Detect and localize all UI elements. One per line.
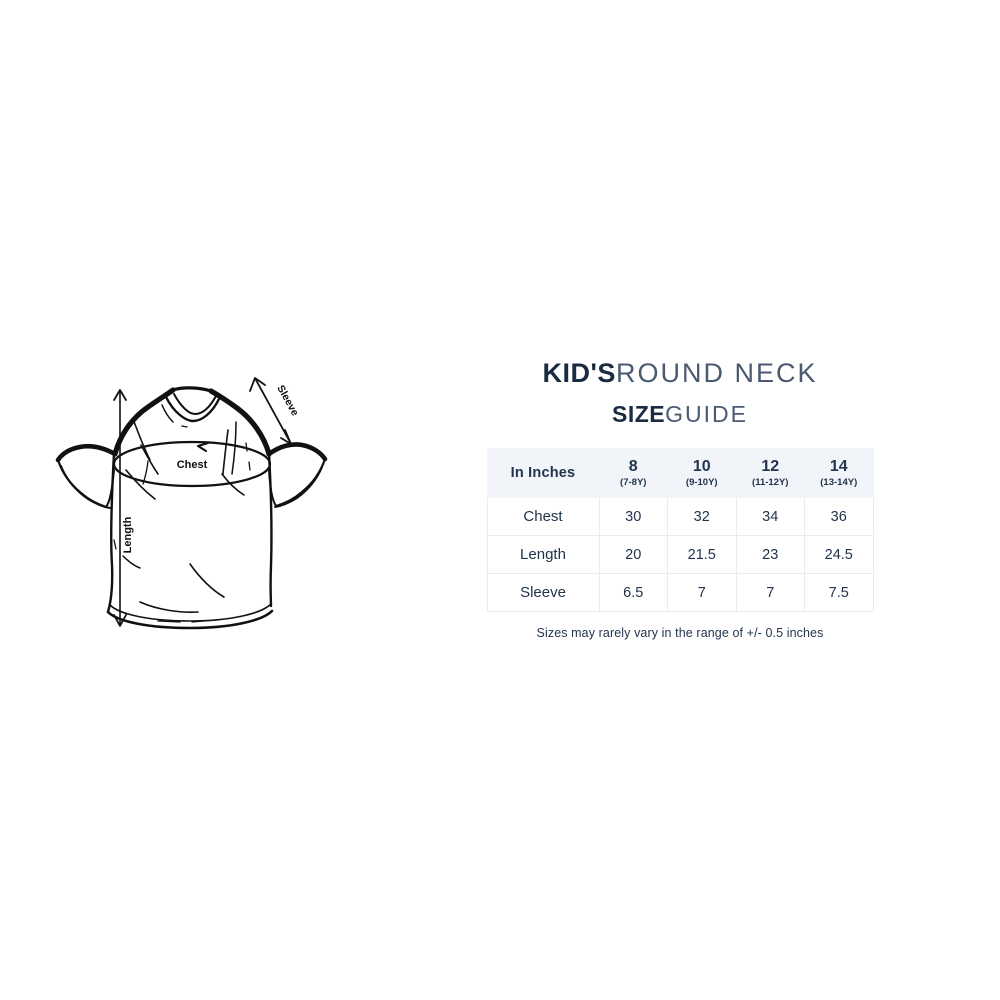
tshirt-fold-l2 <box>140 444 159 475</box>
header-size-1: 10 (9-10Y) <box>667 447 737 499</box>
cell-length-10: 21.5 <box>667 535 737 575</box>
tshirt-hem-inner <box>109 603 272 622</box>
tshirt-left-sleeve-top <box>55 443 118 463</box>
row-label-sleeve: Sleeve <box>486 573 600 613</box>
cell-chest-10: 32 <box>667 497 737 537</box>
tshirt-fold-b3 <box>139 601 199 613</box>
row-label-length: Length <box>486 535 600 575</box>
chest-arrow-head <box>196 441 210 453</box>
header-size-value-1: 10 <box>692 458 711 475</box>
tshirt-right-sleeve-cuff-inner <box>274 466 323 508</box>
page-title: KID'SROUND NECK <box>450 360 910 387</box>
cell-sleeve-8: 6.5 <box>598 573 668 613</box>
tshirt-hem-dash-2 <box>191 619 217 623</box>
subtitle-guide-word: GUIDE <box>665 401 748 427</box>
cell-chest-12: 34 <box>735 497 805 537</box>
tshirt-fold-b4 <box>113 539 117 550</box>
header-size-value-2: 12 <box>761 458 780 475</box>
header-size-age-3: (13-14Y) <box>820 477 858 488</box>
cell-sleeve-14: 7.5 <box>804 573 874 613</box>
tshirt-fold-r5 <box>248 461 251 471</box>
tshirt-fold-l4 <box>142 460 149 485</box>
cell-chest-14: 36 <box>804 497 874 537</box>
table-row: Sleeve 6.5 7 7 7.5 <box>486 573 874 613</box>
size-variance-note: Sizes may rarely vary in the range of +/… <box>536 626 824 641</box>
tshirt-collar-tick-left <box>161 404 174 423</box>
header-size-age-1: (9-10Y) <box>685 477 718 488</box>
size-chart-table: In Inches 8 (7-8Y) 10 (9-10Y) 12 (11-12Y… <box>486 447 874 613</box>
header-size-age-2: (11-12Y) <box>752 477 789 488</box>
header-size-0: 8 (7-8Y) <box>598 447 668 499</box>
tshirt-right-armhole <box>268 469 277 507</box>
tshirt-fold-l3 <box>125 469 156 500</box>
tshirt-collar-top <box>171 386 213 393</box>
title-garment-type: KID'S <box>542 358 616 388</box>
cell-chest-8: 30 <box>598 497 668 537</box>
chest-measure-ellipse <box>112 440 272 488</box>
length-label: Length <box>122 516 134 553</box>
tshirt-right-shoulder <box>208 388 272 457</box>
tshirt-fold-r1 <box>222 429 229 475</box>
tshirt-right-sleeve-cuff-line <box>274 457 327 508</box>
tshirt-fold-b2 <box>189 563 225 598</box>
table-row: Chest 30 32 34 36 <box>486 497 874 537</box>
header-unit-label: In Inches <box>486 447 600 499</box>
cell-length-12: 23 <box>735 535 805 575</box>
tshirt-fold-l1 <box>132 418 151 461</box>
tshirt-collar-inner <box>173 393 217 415</box>
tshirt-collar-dash <box>181 425 188 428</box>
sleeve-measure-line <box>255 379 291 443</box>
tshirt-left-armhole <box>105 469 115 508</box>
sleeve-arrow-head-top <box>249 377 266 392</box>
size-chart-body: Chest 30 32 34 36 Length 20 21.5 23 24.5… <box>486 497 874 613</box>
tshirt-collar-outer <box>164 395 221 423</box>
cell-sleeve-10: 7 <box>667 573 737 613</box>
subtitle-size-word: SIZE <box>612 401 666 427</box>
header-size-age-0: (7-8Y) <box>620 477 647 488</box>
header-row: In Inches 8 (7-8Y) 10 (9-10Y) 12 (11-12Y… <box>486 447 874 499</box>
tshirt-hem-outer <box>106 609 274 630</box>
table-row: Length 20 21.5 23 24.5 <box>486 535 874 575</box>
header-size-2: 12 (11-12Y) <box>735 447 805 499</box>
header-size-value-3: 14 <box>829 458 848 475</box>
cell-length-8: 20 <box>598 535 668 575</box>
tshirt-left-shoulder <box>112 387 176 457</box>
sleeve-arrow-head-bottom <box>280 429 292 445</box>
guide-panel: KID'SROUND NECK SIZEGUIDE In Inches 8 (7… <box>450 360 910 640</box>
cell-sleeve-12: 7 <box>735 573 805 613</box>
tshirt-fold-b1 <box>122 555 141 569</box>
header-size-3: 14 (13-14Y) <box>804 447 874 499</box>
row-label-chest: Chest <box>486 497 600 537</box>
tshirt-left-sleeve-cuff-inner <box>60 465 111 509</box>
chest-label: Chest <box>177 459 208 471</box>
length-arrow-head-bottom <box>113 614 127 627</box>
sleeve-label: Sleeve <box>274 383 301 418</box>
page-subtitle: SIZEGUIDE <box>450 403 910 426</box>
length-arrow-head-top <box>113 389 127 401</box>
tshirt-right-sleeve-top <box>266 442 328 462</box>
tshirt-illustration-svg: Chest Length Sleeve <box>55 377 328 630</box>
title-garment-style: ROUND NECK <box>615 358 818 388</box>
tshirt-left-sleeve-cuff-line <box>56 458 108 509</box>
header-size-value-0: 8 <box>628 458 638 475</box>
size-chart-head: In Inches 8 (7-8Y) 10 (9-10Y) 12 (11-12Y… <box>486 447 874 499</box>
tshirt-hem-dash-1 <box>157 620 181 623</box>
tshirt-fold-r3 <box>221 473 245 496</box>
tshirt-fold-r4 <box>245 442 248 452</box>
tshirt-fold-r2 <box>231 421 237 475</box>
cell-length-14: 24.5 <box>804 535 874 575</box>
tshirt-diagram: Chest Length Sleeve <box>40 350 340 650</box>
